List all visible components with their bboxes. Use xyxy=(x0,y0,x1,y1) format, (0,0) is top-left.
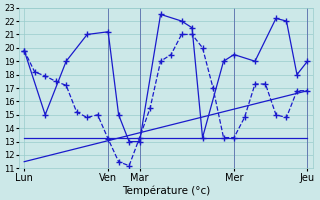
X-axis label: Température (°c): Température (°c) xyxy=(122,185,210,196)
